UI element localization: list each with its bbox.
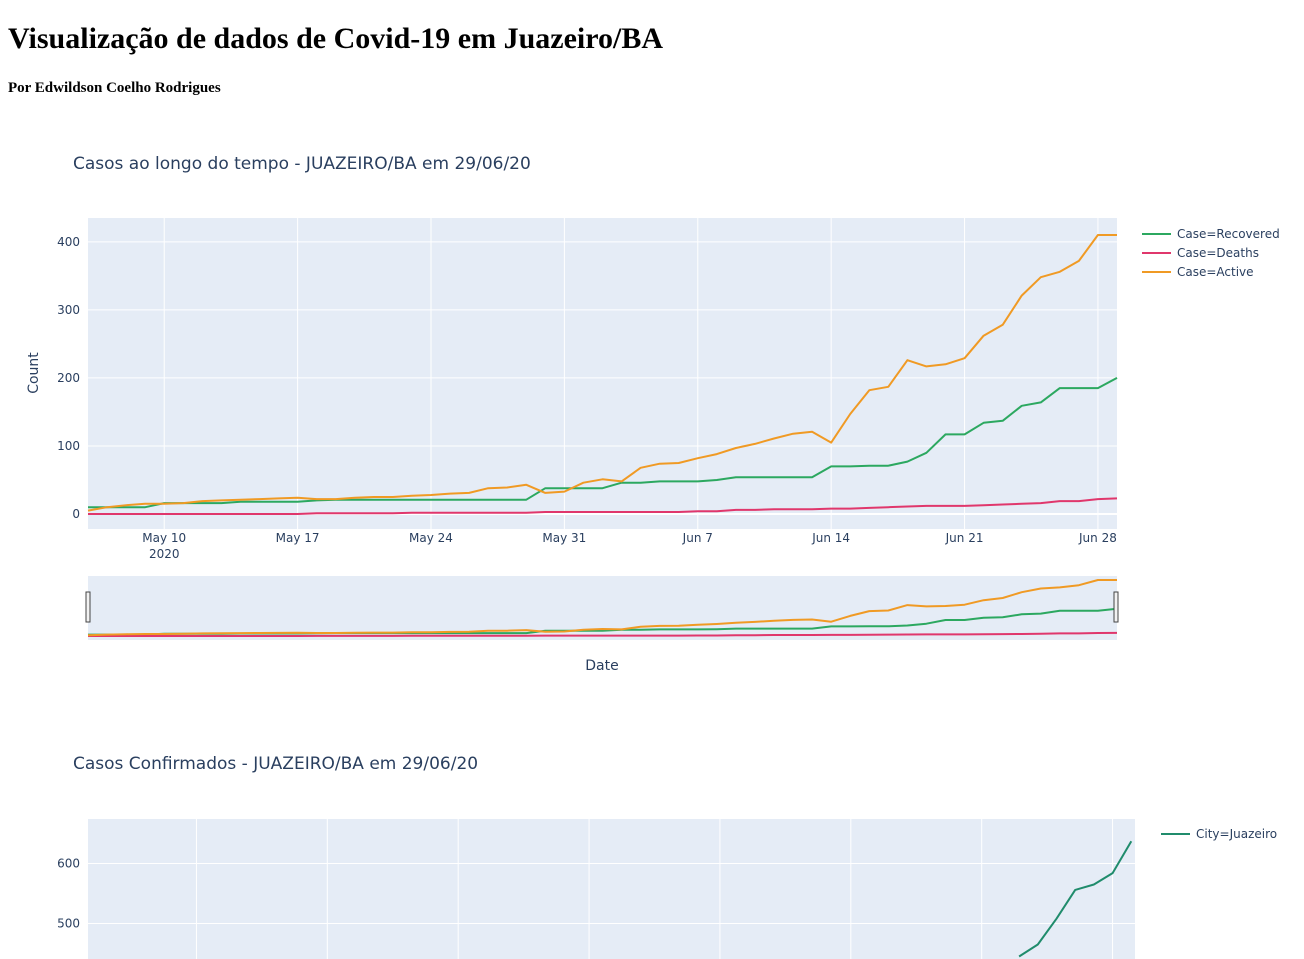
slider-line-active bbox=[87, 579, 1117, 637]
x-tick-sublabel: 2020 bbox=[149, 547, 180, 561]
gridlines-2 bbox=[88, 819, 1135, 959]
y-tick-label: 300 bbox=[57, 303, 80, 317]
x-tick-label: Jun 7 bbox=[682, 531, 713, 545]
y-tick-label: 100 bbox=[57, 439, 80, 453]
plot-area-2[interactable] bbox=[88, 819, 1135, 959]
series-lines[interactable] bbox=[87, 234, 1118, 515]
legend-item-juazeiro[interactable]: City=Juazeiro bbox=[1161, 827, 1277, 841]
y-axis-label: Count bbox=[26, 352, 42, 394]
page-author: Por Edwildson Coelho Rodrigues bbox=[8, 80, 221, 96]
chart-title: Casos ao longo do tempo - JUAZEIRO/BA em… bbox=[73, 154, 531, 174]
slider-line-deaths bbox=[88, 631, 1118, 637]
y-tick-label: 600 bbox=[57, 857, 80, 871]
x-tick-label: May 17 bbox=[276, 531, 320, 545]
series-lines-2[interactable] bbox=[1018, 840, 1133, 958]
x-tick-label: May 10 bbox=[142, 531, 186, 545]
legend-2[interactable]: City=Juazeiro bbox=[1161, 827, 1277, 841]
series-line-active[interactable] bbox=[87, 234, 1117, 512]
page-title: Visualização de dados de Covid-19 em Jua… bbox=[8, 22, 664, 55]
x-tick-label: Jun 14 bbox=[811, 531, 850, 545]
legend-item-deaths[interactable]: Case=Deaths bbox=[1142, 246, 1259, 260]
range-slider-right-handle[interactable] bbox=[1113, 591, 1119, 623]
legend-label: Case=Active bbox=[1177, 265, 1254, 279]
gridlines bbox=[88, 218, 1117, 529]
legend-label: City=Juazeiro bbox=[1196, 827, 1277, 841]
y-tick-label: 0 bbox=[72, 507, 80, 521]
plot-area[interactable] bbox=[88, 218, 1117, 529]
chart-title-2: Casos Confirmados - JUAZEIRO/BA em 29/06… bbox=[73, 754, 478, 774]
x-tick-label: Jun 21 bbox=[945, 531, 984, 545]
legend[interactable]: Case=Recovered Case=Deaths Case=Active bbox=[1142, 227, 1280, 279]
range-slider-left-handle[interactable] bbox=[85, 591, 91, 623]
series-line-recovered[interactable] bbox=[88, 377, 1118, 509]
y-tick-label: 500 bbox=[57, 917, 80, 931]
y-tick-labels-2: 500 600 bbox=[57, 857, 80, 931]
x-tick-label: Jun 28 bbox=[1078, 531, 1117, 545]
range-slider-lines bbox=[87, 579, 1118, 637]
series-line-juazeiro[interactable] bbox=[1018, 840, 1133, 958]
cases-over-time-chart[interactable]: Casos ao longo do tempo - JUAZEIRO/BA em… bbox=[0, 0, 1304, 700]
legend-label: Case=Deaths bbox=[1177, 246, 1259, 260]
x-tick-label: May 31 bbox=[542, 531, 586, 545]
series-line-deaths[interactable] bbox=[88, 497, 1118, 515]
legend-item-recovered[interactable]: Case=Recovered bbox=[1142, 227, 1280, 241]
x-tick-label: May 24 bbox=[409, 531, 453, 545]
y-tick-labels: 0 100 200 300 400 bbox=[57, 235, 80, 521]
y-tick-label: 400 bbox=[57, 235, 80, 249]
legend-item-active[interactable]: Case=Active bbox=[1142, 265, 1254, 279]
legend-label: Case=Recovered bbox=[1177, 227, 1280, 241]
x-tick-labels: May 10 2020 May 17 May 24 May 31 Jun 7 Jun 14 J… bbox=[142, 531, 1117, 561]
x-axis-label: Date bbox=[585, 658, 618, 674]
y-tick-label: 200 bbox=[57, 371, 80, 385]
